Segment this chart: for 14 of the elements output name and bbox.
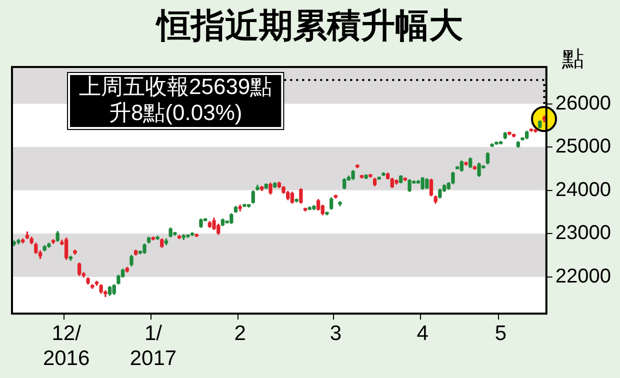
x-tick-label: 5 <box>494 322 507 345</box>
x-tick-label: 2 <box>234 322 246 345</box>
annotation: 上周五收報25639點升8點(0.03%) <box>78 74 272 126</box>
chart-title: 恒指近期累積升幅大 <box>157 7 463 45</box>
y-axis-title: 點 <box>561 46 585 72</box>
y-tick-label: 25000 <box>555 136 612 158</box>
y-tick-label: 24000 <box>555 178 612 201</box>
y-tick-label: 23000 <box>555 222 612 244</box>
x-tick-label: 4 <box>416 322 429 345</box>
x-tick-label: 1/ 2017 <box>130 322 177 370</box>
x-tick-label: 3 <box>330 322 342 345</box>
x-tick-label: 12/ 2016 <box>42 322 90 370</box>
y-tick-label: 26000 <box>555 92 612 114</box>
y-tick-label: 22000 <box>555 265 612 288</box>
